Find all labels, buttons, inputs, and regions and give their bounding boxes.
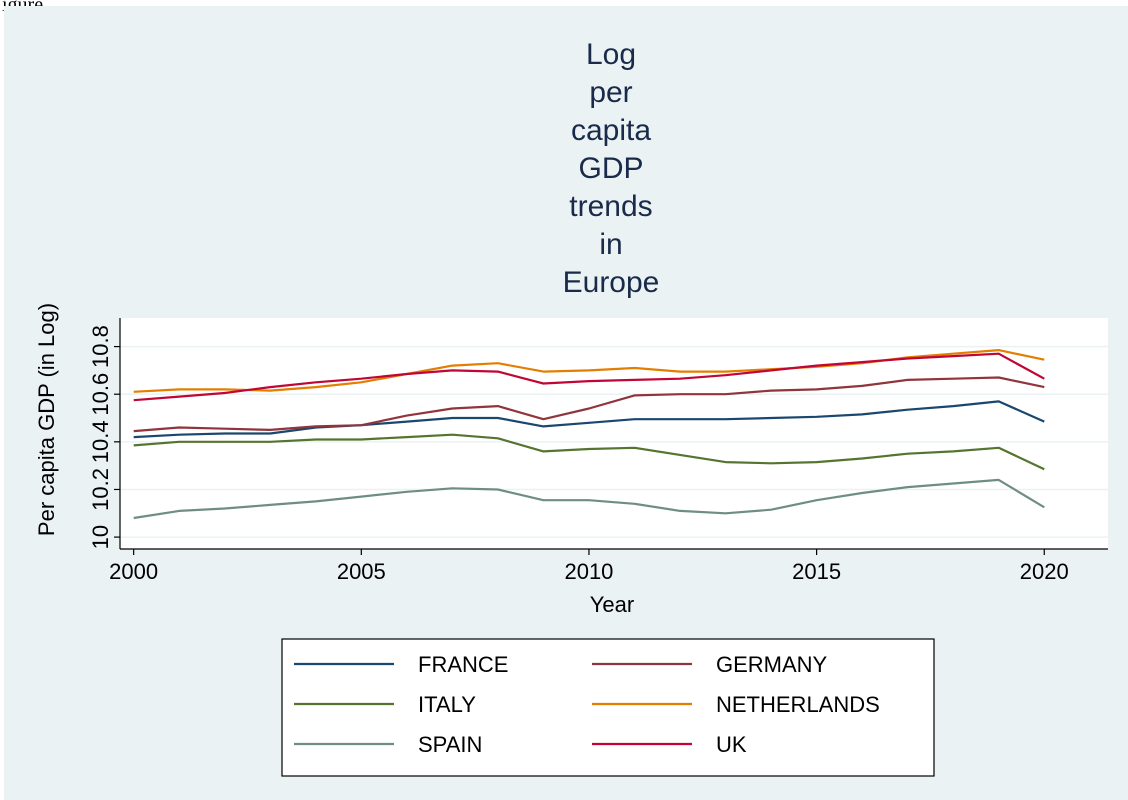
chart-title-line: Log	[586, 38, 636, 71]
chart-title-line: GDP	[578, 152, 643, 185]
chart-panel: Log per capita GDP trends in Europe 2000 2005 20…	[4, 6, 1128, 800]
x-tick-label: 2010	[564, 559, 613, 584]
chart-title-line: capita	[571, 114, 651, 147]
chart-title-line: Europe	[563, 266, 660, 299]
x-tick-label: 2020	[1020, 559, 1069, 584]
x-axis-label: Year	[590, 592, 634, 617]
y-tick-label: 10.4	[88, 420, 113, 463]
x-tick-label: 2005	[337, 559, 386, 584]
legend: FRANCE GERMANY ITALY NETHERLANDS SPAIN UK	[281, 638, 935, 777]
y-tick-label: 10.2	[88, 468, 113, 511]
y-tick-label: 10	[88, 525, 113, 549]
x-tick-label: 2000	[109, 559, 158, 584]
legend-label: SPAIN	[418, 732, 482, 757]
series-line-france	[133, 400, 1045, 439]
series-lines	[133, 349, 1045, 520]
chart-title-line: per	[589, 76, 632, 109]
legend-box	[281, 638, 935, 777]
legend-label: UK	[716, 732, 747, 757]
axes: 2000 2005 2010 2015 2020 10 10.2 10.4 10.6 10.8	[88, 318, 1108, 584]
series-line-germany	[133, 376, 1045, 433]
legend-label: NETHERLANDS	[716, 692, 880, 717]
legend-label: FRANCE	[418, 652, 508, 677]
legend-label: GERMANY	[716, 652, 828, 677]
x-tick-label: 2015	[792, 559, 841, 584]
series-line-uk	[133, 352, 1045, 402]
chart-title-line: trends	[569, 190, 652, 223]
series-line-italy	[133, 433, 1045, 471]
legend-label: ITALY	[418, 692, 476, 717]
chart-title: Log per capita GDP trends in Europe	[563, 38, 660, 299]
chart-title-line: in	[599, 228, 622, 261]
series-line-spain	[133, 478, 1045, 520]
y-tick-label: 10.8	[88, 325, 113, 368]
y-axis-label: Per capita GDP (in Log)	[34, 303, 59, 536]
y-tick-label: 10.6	[88, 373, 113, 416]
